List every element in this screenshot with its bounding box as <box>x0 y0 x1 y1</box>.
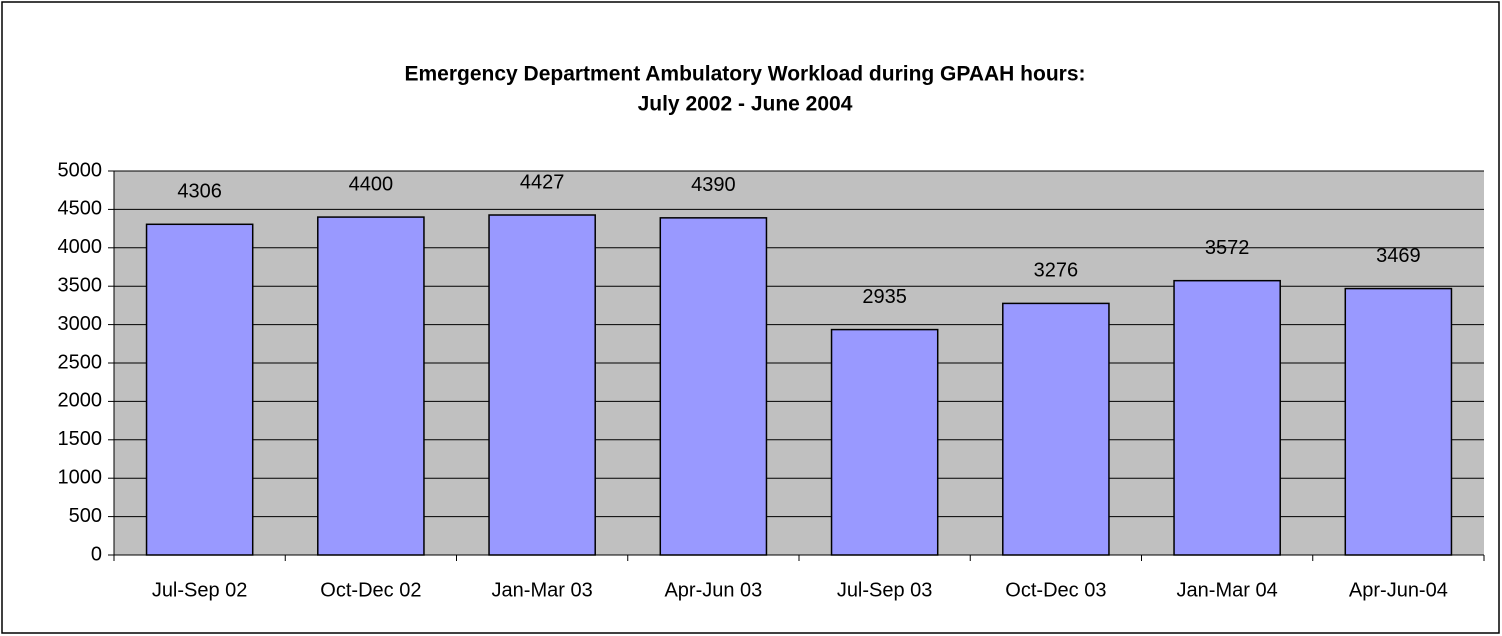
x-tick-label: Apr-Jun 03 <box>664 579 762 601</box>
chart-title: Emergency Department Ambulatory Workload… <box>404 63 1085 86</box>
bar <box>1173 279 1281 556</box>
x-tick-label: Jan-Mar 03 <box>492 579 593 601</box>
data-label: 2935 <box>862 286 907 308</box>
data-label: 4390 <box>691 174 736 196</box>
y-tick-label: 5000 <box>58 159 103 181</box>
y-tick-label: 3000 <box>58 313 103 335</box>
bar <box>1344 287 1453 556</box>
data-label: 4427 <box>520 171 565 193</box>
bar <box>488 214 596 556</box>
x-tick-label: Oct-Dec 03 <box>1005 579 1106 601</box>
x-tick-label: Apr-Jun-04 <box>1349 579 1448 601</box>
data-label: 3276 <box>1034 260 1079 282</box>
data-label: 3469 <box>1376 245 1421 267</box>
bar <box>830 328 939 556</box>
x-tick-label: Jan-Mar 04 <box>1177 579 1278 601</box>
bar <box>659 217 768 556</box>
x-tick-label: Jul-Sep 03 <box>837 579 933 601</box>
data-label: 3572 <box>1205 237 1250 259</box>
bar <box>1002 302 1110 556</box>
y-tick-label: 2000 <box>58 390 103 412</box>
bar <box>145 223 254 556</box>
y-tick-label: 4500 <box>58 198 103 220</box>
x-tick-label: Jul-Sep 02 <box>152 579 248 601</box>
y-tick-label: 4000 <box>58 236 103 258</box>
y-tick-label: 2500 <box>58 351 103 373</box>
y-tick-label: 0 <box>91 543 102 565</box>
y-tick-label: 3500 <box>58 274 103 296</box>
y-tick-label: 1000 <box>58 466 103 488</box>
x-tick-label: Oct-Dec 02 <box>320 579 421 601</box>
chart-subtitle: July 2002 - June 2004 <box>638 93 853 116</box>
data-label: 4306 <box>177 181 222 203</box>
y-tick-label: 500 <box>69 505 102 527</box>
data-label: 4400 <box>349 173 394 195</box>
y-tick-label: 1500 <box>58 428 103 450</box>
bar <box>317 216 425 556</box>
